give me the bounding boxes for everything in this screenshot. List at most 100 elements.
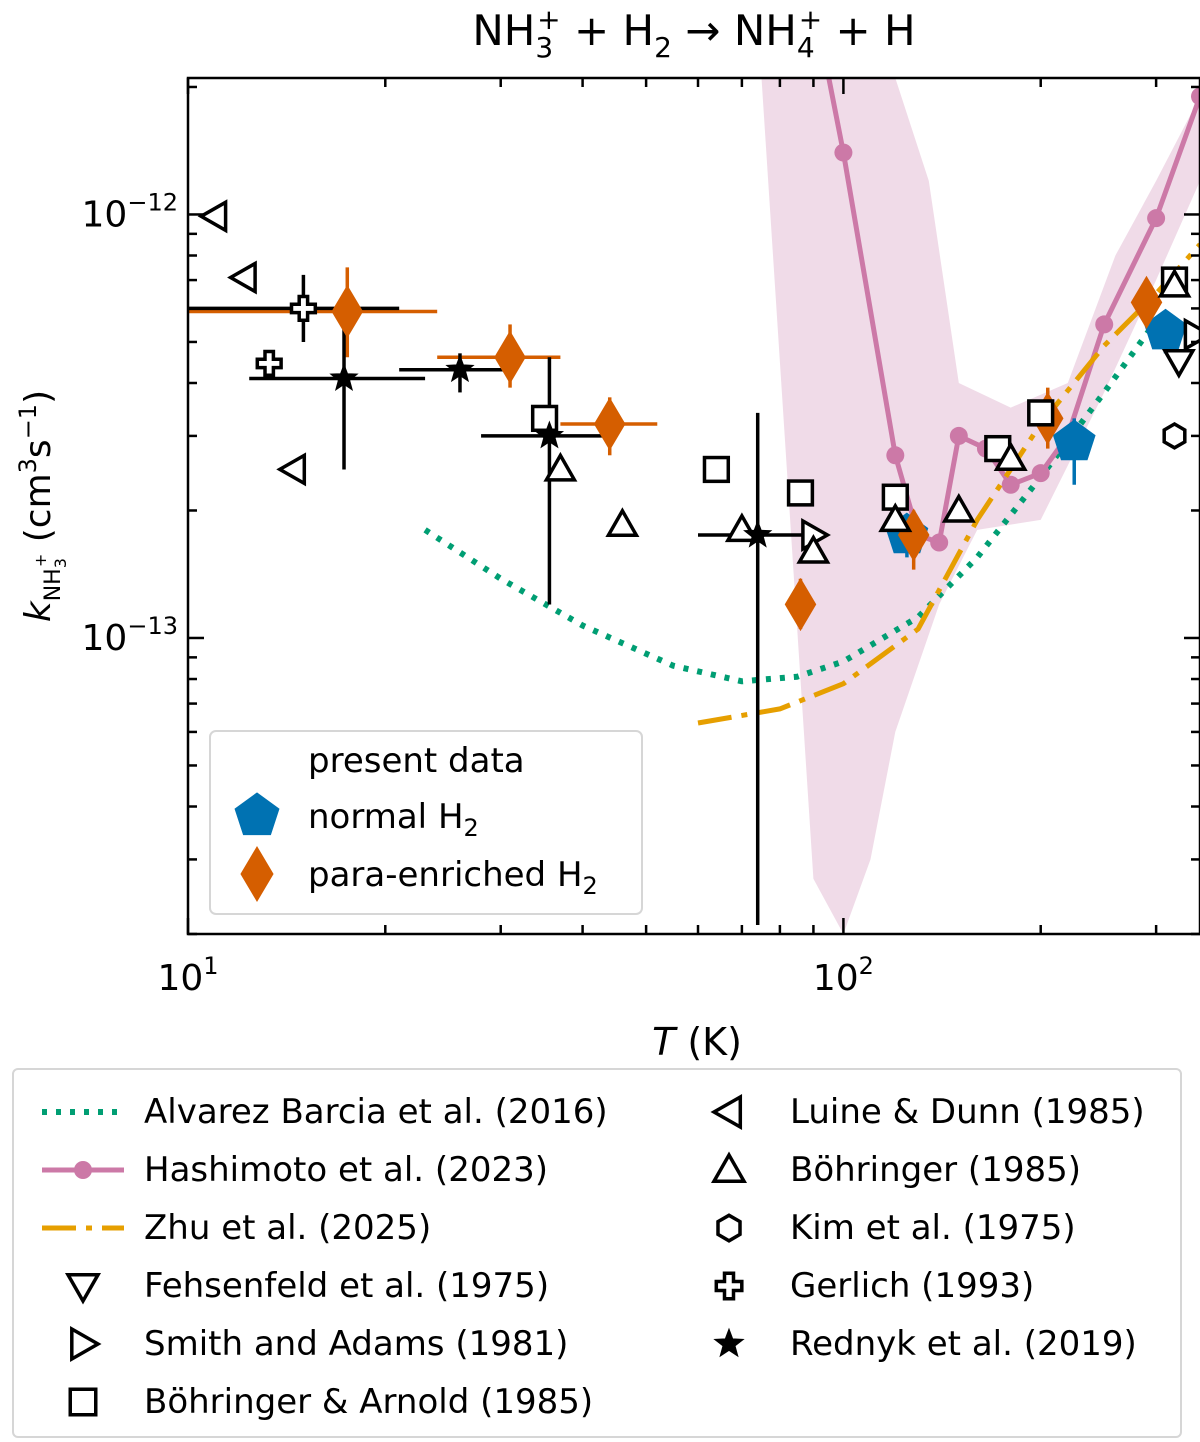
legend-item-bohringer-arnold: Böhringer & Arnold (1985) [32,1374,593,1430]
legend-inside: present data normal H2 para-enriched H2 [209,730,643,915]
legend-key-kim [716,1213,742,1243]
hashimoto-et-al-2023-point-2 [886,446,905,465]
luine-dunn-1985-point-1 [227,260,257,295]
legend-key-alvarez-barcia [42,1109,124,1115]
alvarez-barcia-et-al-2016-line [423,319,1159,685]
hashimoto-et-al-2023-point-5 [949,426,968,445]
fehsenfeld-et-al-1975-point-0 [1161,349,1196,379]
legend-label-alvarez-barcia: Alvarez Barcia et al. (2016) [144,1092,608,1132]
normal-h-legend-marker [234,792,280,836]
legend-label-hashimoto: Hashimoto et al. (2023) [144,1150,548,1190]
legend-label-fehsenfeld: Fehsenfeld et al. (1975) [144,1266,550,1306]
present-para-enriched-h2-point-3 [784,577,817,632]
legend-key-shape-3 [64,1273,102,1305]
luine-dunn-1985-point-2 [276,452,307,487]
legend-key-bohringer-arnold [68,1387,98,1417]
b-hringer-1985-point-3 [796,533,831,564]
gerlich-1993-point-0 [289,294,318,323]
legend-label-zhu: Zhu et al. (2025) [144,1208,432,1248]
legend-key-shape-6 [710,1093,743,1131]
legend-label-bohringer-arnold: Böhringer & Arnold (1985) [144,1382,594,1422]
present-para-enriched-h2-point-1 [494,330,526,384]
rednyk-et-al-2019-point-1 [445,354,475,383]
legend-normal-h2-key [234,792,280,836]
rednyk-et-al-2019-point-2 [534,420,565,449]
legend-item-zhu: Zhu et al. (2025) [32,1200,431,1256]
x-tick-label-0: 101 [157,952,218,999]
rednyk-et-al-2019-point-0 [329,363,359,391]
hashimoto-et-al-2023-point-1 [834,143,853,162]
legend-para-enriched-h2-label: para-enriched H2 [308,855,598,900]
hashimoto-et-al-2023-point-11 [1147,209,1166,228]
legend-label-rednyk: Rednyk et al. (2019) [790,1324,1137,1364]
present-para-enriched-h2-point-0 [331,284,364,339]
legend-key-shape-7 [710,1151,748,1184]
hashimoto-et-al-2023-point-4 [930,533,949,552]
legend-item-smith-adams: Smith and Adams (1981) [32,1316,568,1372]
legend-outside: Alvarez Barcia et al. (2016) Hashimoto e… [12,1068,1182,1438]
b-hringer-1985-point-5 [941,492,976,523]
present-para-enriched-h2-point-2 [593,397,626,451]
smith-and-adams-1981-point-1 [1183,317,1200,352]
chart-title: NH3+ + H2 → NH4+ + H [472,3,915,64]
legend-key-luine-dunn [710,1093,743,1131]
legend-item-bohringer: Böhringer (1985) [678,1142,1081,1198]
legend-key-hashimoto [42,1161,124,1179]
legend-item-gerlich: Gerlich (1993) [678,1258,1034,1314]
hashimoto-et-al-2023-point-7 [1001,475,1020,494]
legend-para-enriched-h2-key [240,846,274,902]
hashimoto-et-al-2023-point-10 [1095,315,1114,334]
x-tick-label-1: 102 [813,952,874,999]
legend-normal-h2-label: normal H2 [308,797,479,842]
rednyk-et-al-2019-point-3 [743,519,773,548]
legend-label-gerlich: Gerlich (1993) [790,1266,1035,1306]
b-hringer-arnold-1985-point-5 [1027,399,1055,427]
b-hringer-1985-point-6 [993,441,1028,471]
b-hringer-1985-point-7 [1157,267,1192,298]
kim-et-al-1975-point-0 [1162,421,1187,450]
x-axis-label: T (K) [652,1020,742,1064]
legend-item-rednyk: Rednyk et al. (2019) [678,1316,1137,1372]
present-normal-h2-point-1 [1052,419,1096,461]
legend-inside-title: present data [308,741,525,781]
legend-label-kim: Kim et al. (1975) [790,1208,1076,1248]
hashimoto-et-al-2023-point-8 [1031,464,1050,483]
luine-dunn-1985-point-0 [197,199,228,234]
legend-key-smith-adams [70,1325,102,1363]
legend-key-shape-10 [713,1327,745,1358]
legend-item-fehsenfeld: Fehsenfeld et al. (1975) [32,1258,549,1314]
legend-key-shape-9 [714,1271,744,1301]
legend-key-bohringer [710,1151,748,1184]
legend-key-gerlich [714,1271,744,1301]
y-tick-label-0: 10−13 [82,612,178,659]
y-tick-label-1: 10−12 [82,188,178,235]
b-hringer-arnold-1985-point-2 [786,479,815,507]
legend-label-smith-adams: Smith and Adams (1981) [144,1324,569,1364]
y-axis-label: kNH3+ (cm3s−1) [14,390,70,622]
legend-label-luine-dunn: Luine & Dunn (1985) [790,1092,1145,1132]
gerlich-1993-point-1 [255,349,283,378]
legend-item-luine-dunn: Luine & Dunn (1985) [678,1084,1145,1140]
chart-canvas: NH3+ + H2 → NH4+ + H 101 102 10−13 10−12 T … [14,3,1200,1064]
hashimoto-et-al-2023-uncertainty-band [761,78,1200,934]
legend-key-shape-5 [68,1387,98,1417]
legend-key-shape-4 [70,1325,102,1363]
para-enriched-h-legend-marker [240,846,274,902]
legend-inside-box [209,730,643,915]
legend-item-alvarez-barcia: Alvarez Barcia et al. (2016) [32,1084,608,1140]
legend-key-fehsenfeld [64,1273,102,1305]
hashimoto-et-al-2023-point-12 [1191,87,1200,106]
b-hringer-arnold-1985-point-1 [702,455,731,484]
legend-key-rednyk [713,1327,745,1358]
present-para-enriched-h2-point-6 [1130,275,1163,329]
b-hringer-arnold-1985-point-0 [530,404,559,433]
b-hringer-1985-point-4 [878,502,913,533]
plot-frame [186,76,1200,936]
b-hringer-1985-point-0 [543,451,578,482]
legend-item-kim: Kim et al. (1975) [678,1200,1076,1256]
legend-key-shape-8 [716,1213,742,1243]
legend-key-shape-1-dot [74,1161,92,1179]
legend-label-bohringer: Böhringer (1985) [790,1150,1081,1190]
legend-item-hashimoto: Hashimoto et al. (2023) [32,1142,548,1198]
b-hringer-1985-point-1 [605,507,640,538]
